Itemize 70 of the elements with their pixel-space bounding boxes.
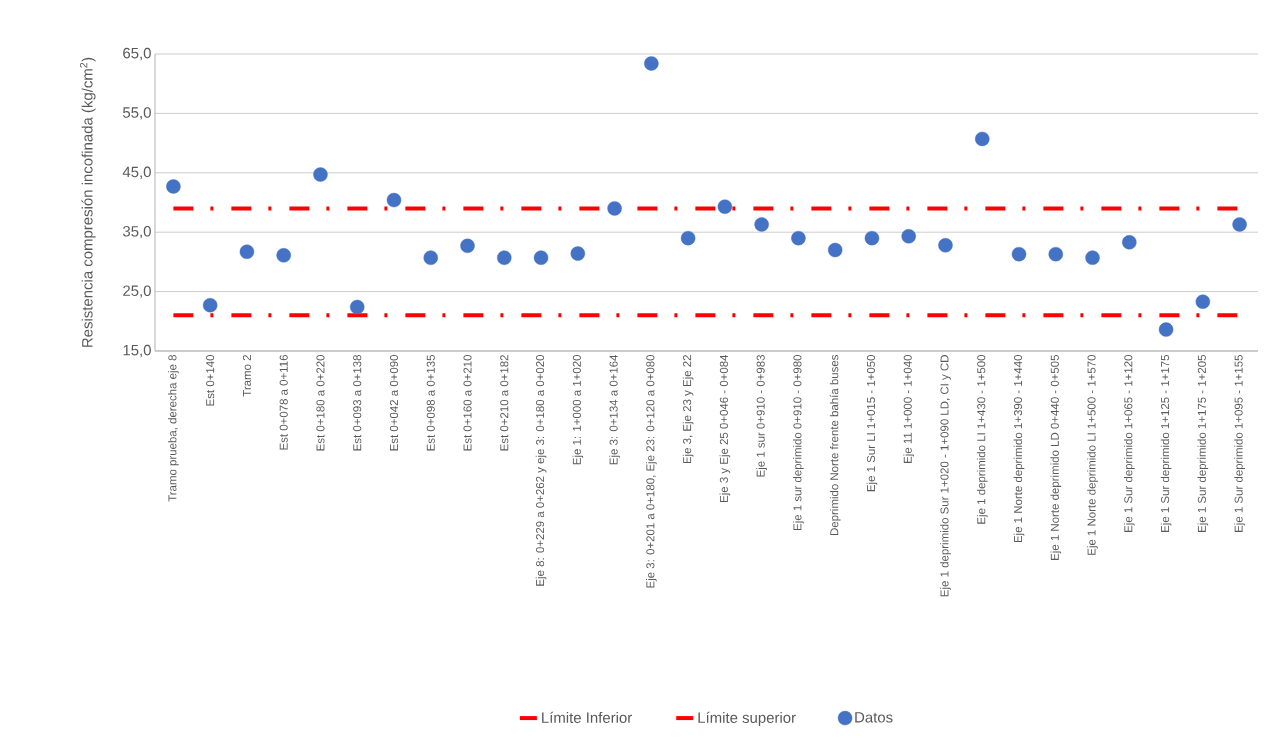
- x-tick-label: Eje 3: 0+134 a 0+164: [609, 354, 620, 465]
- point: [1195, 294, 1211, 309]
- x-tick-label: Eje 3, Eje 23 y Eje 22: [682, 355, 694, 464]
- point: [1158, 322, 1174, 337]
- y-tick-label: 45,0: [122, 166, 151, 179]
- x-tick-label: Est 0+210 a 0+182: [500, 355, 509, 451]
- x-tick-label: Eje 1 Norte deprimido 1+390 - 1+440: [1013, 354, 1025, 543]
- x-tick-label: Eje 1 Sur LI 1+015 - 1+050: [866, 354, 878, 492]
- point: [497, 250, 512, 265]
- x-tick-label: Est 0+042 a 0+090: [389, 354, 399, 451]
- point: [1048, 246, 1063, 262]
- point: [423, 250, 438, 265]
- point: [313, 167, 328, 182]
- x-tick-label: Deprimido Norte frente bahía buses: [829, 354, 841, 536]
- y-tick-label: 15,0: [123, 344, 151, 358]
- point: [754, 217, 769, 232]
- point: [460, 238, 475, 254]
- x-tick-label: Eje 1 sur 0+910 - 0+983: [756, 355, 767, 477]
- y-axis-title: Resistencia compresión incofinada (kg/cm$^{2}$): [79, 57, 96, 347]
- y-tick-label: 65,0: [123, 47, 151, 61]
- point: [1011, 246, 1027, 262]
- x-tick-label: Eje 1 Norte deprimido LD 0+440 - 0+505: [1050, 355, 1062, 560]
- point: [901, 229, 916, 244]
- point: [864, 230, 880, 246]
- point: [276, 248, 291, 263]
- x-tick-label: Est 0+093 a 0+138: [353, 355, 362, 451]
- x-tick-label: Est 0+140: [206, 354, 215, 406]
- x-tick-label: Eje 1: 1+000 a 1+020: [572, 354, 584, 465]
- x-tick-label: Eje 1 sur deprimido 0+910 - 0+980: [793, 354, 804, 530]
- x-tick-label: Eje 1 deprimido Sur 1+020 - 1+090 LD, CI y CD: [940, 355, 951, 597]
- point: [1085, 250, 1100, 265]
- point: [350, 299, 365, 315]
- x-tick-label: Eje 1 Sur deprimido 1+095 - 1+155: [1234, 355, 1245, 532]
- point: [827, 242, 843, 258]
- x-tick-label: Eje 1 Norte deprimido LI 1+500 - 1+570: [1087, 355, 1098, 555]
- point: [680, 230, 696, 246]
- x-tick-label: Tramo prueba, derecha eje 8: [168, 355, 179, 502]
- point: [166, 179, 181, 194]
- x-tick-label: Est 0+078 a 0+116: [279, 355, 288, 450]
- x-tick-label: Eje 11 1+000 - 1+040: [903, 354, 915, 463]
- point: [533, 250, 549, 265]
- y-tick-label: 25,0: [123, 285, 151, 298]
- legend-label: Datos: [855, 712, 893, 723]
- point: [938, 238, 953, 253]
- point: [791, 230, 806, 246]
- point: [386, 192, 402, 208]
- x-tick-label: Eje 1 Sur deprimido 1+125 - 1+175: [1160, 355, 1172, 532]
- point: [570, 246, 586, 261]
- legend-label: Límite superior: [698, 711, 796, 726]
- point: [1232, 217, 1247, 232]
- x-tick-label: Eje 3: 0+201 a 0+180, Eje 23: 0+120 a 0+080: [646, 355, 657, 588]
- legend-label: Límite Inferior: [542, 711, 632, 723]
- x-tick-label: Est 0+180 a 0+220: [316, 354, 325, 451]
- point: [717, 199, 733, 214]
- point: [607, 201, 622, 216]
- x-tick-label: Tramo 2: [242, 355, 251, 397]
- x-tick-label: Eje 1 deprimido LI 1+430 - 1+500: [976, 354, 988, 524]
- x-tick-label: Eje 3 y Eje 25 0+046 - 0+084: [719, 354, 731, 502]
- x-tick-label: Est 0+098 a 0+135: [426, 355, 435, 451]
- point: [239, 244, 255, 259]
- point: [644, 56, 659, 71]
- x-tick-label: Eje 8: 0+229 a 0+262 y eje 3: 0+180 a 0+020: [535, 355, 547, 586]
- x-tick-label: Est 0+160 a 0+210: [463, 354, 472, 451]
- point: [1122, 235, 1137, 250]
- point: [975, 131, 990, 147]
- point: [202, 298, 218, 313]
- x-tick-label: Eje 1 Sur deprimido 1+175 - 1+205: [1197, 355, 1209, 532]
- y-tick-label: 35,0: [122, 226, 151, 239]
- y-tick-label: 55,0: [123, 107, 151, 120]
- x-tick-label: Eje 1 Sur deprimido 1+065 - 1+120: [1123, 354, 1135, 532]
